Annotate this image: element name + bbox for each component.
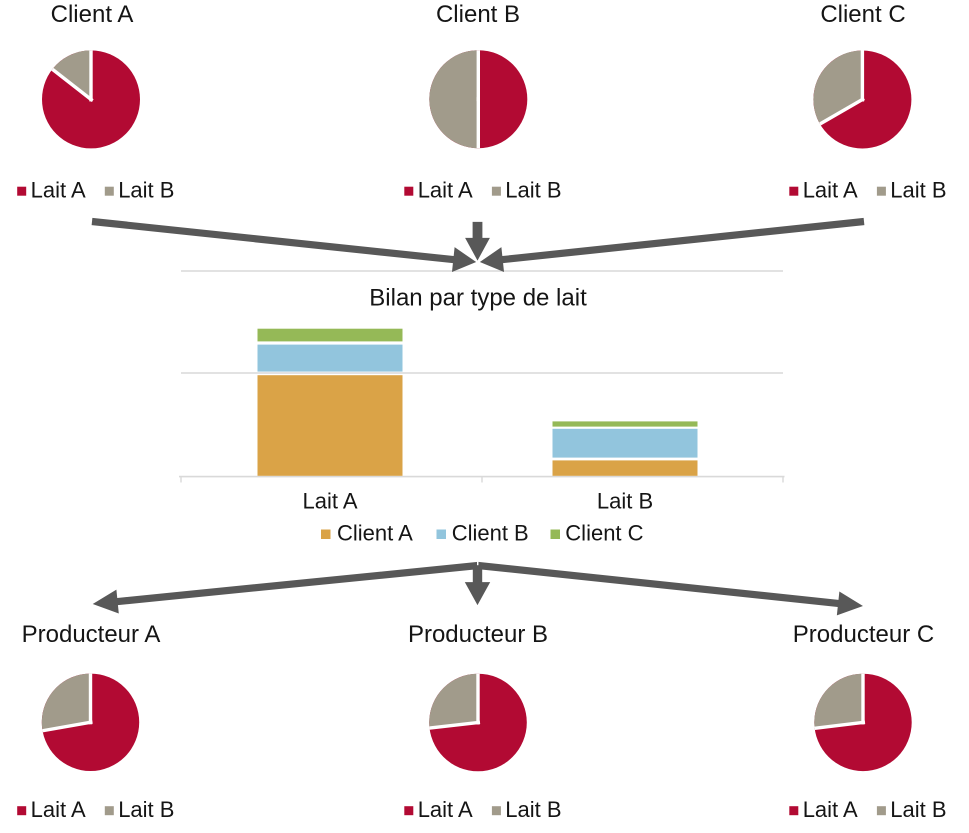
svg-text:Client B: Client B [452, 521, 529, 546]
svg-text:Lait A: Lait A [418, 797, 473, 822]
svg-text:Client C: Client C [565, 521, 643, 546]
svg-text:Lait B: Lait B [505, 797, 561, 822]
svg-text:Lait A: Lait A [803, 178, 858, 203]
svg-text:Lait B: Lait B [505, 178, 561, 203]
svg-text:Producteur C: Producteur C [793, 621, 934, 648]
svg-text:Bilan par type de lait: Bilan par type de lait [369, 284, 587, 311]
svg-text:Client C: Client C [820, 1, 905, 28]
svg-text:Lait B: Lait B [118, 178, 174, 203]
svg-text:Client A: Client A [337, 521, 413, 546]
svg-text:Lait A: Lait A [31, 178, 86, 203]
svg-text:Lait A: Lait A [302, 489, 357, 514]
svg-text:Lait B: Lait B [118, 797, 174, 822]
svg-text:Producteur A: Producteur A [22, 621, 161, 648]
svg-text:Lait A: Lait A [803, 797, 858, 822]
svg-text:Lait A: Lait A [31, 797, 86, 822]
svg-text:Producteur B: Producteur B [408, 621, 548, 648]
svg-text:Lait A: Lait A [418, 178, 473, 203]
svg-text:Client A: Client A [51, 1, 134, 28]
svg-text:Lait B: Lait B [890, 178, 946, 203]
svg-text:Lait B: Lait B [890, 797, 946, 822]
svg-text:Lait B: Lait B [597, 489, 653, 514]
svg-text:Client B: Client B [436, 1, 520, 28]
